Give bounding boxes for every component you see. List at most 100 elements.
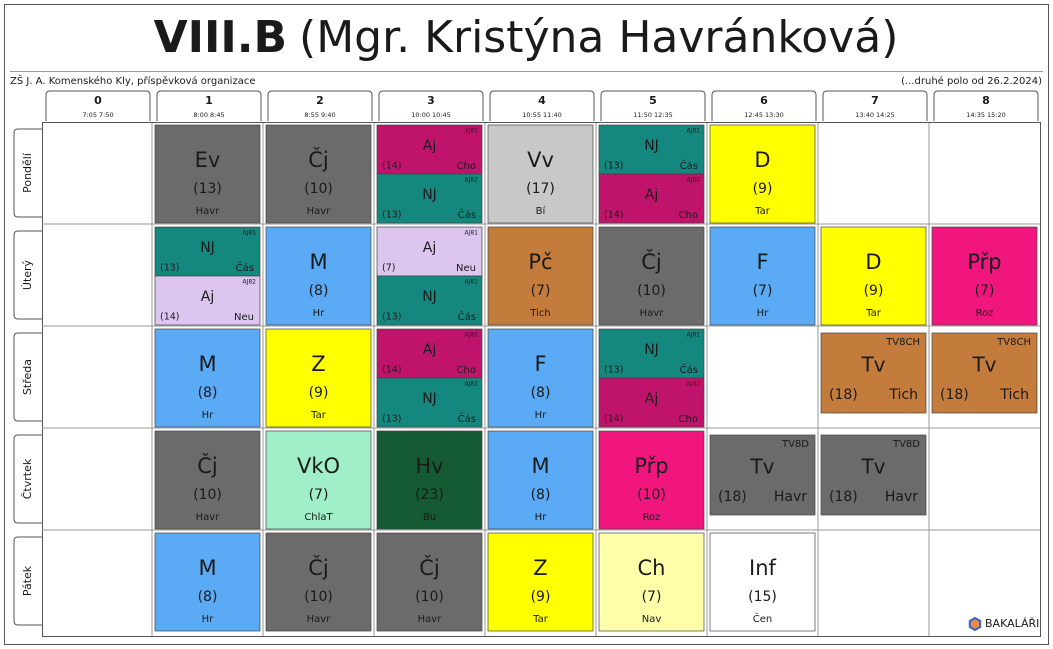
- room: (7): [382, 263, 395, 274]
- period-number: 8: [982, 94, 990, 107]
- group: AJ81: [242, 230, 256, 237]
- subject: NJ: [644, 138, 659, 154]
- subject: NJ: [422, 391, 437, 407]
- group: AJ81: [686, 332, 700, 339]
- logo-icon: [968, 616, 982, 632]
- day-tab: [13, 230, 42, 320]
- teacher: Tich: [999, 387, 1029, 403]
- lesson-half: [376, 328, 483, 379]
- teacher: Tich: [888, 387, 918, 403]
- lesson: [487, 124, 594, 224]
- subject: NJ: [422, 187, 437, 203]
- room: (14): [604, 414, 624, 425]
- lesson: [820, 332, 927, 414]
- period-header: [822, 90, 928, 121]
- group: AJ82: [686, 381, 700, 388]
- lesson: [487, 328, 594, 428]
- validity-note: (...druhé polo od 26.2.2024): [901, 75, 1042, 87]
- subject: D: [865, 250, 881, 274]
- day-tab: [13, 332, 42, 422]
- day-name: Pátek: [21, 565, 34, 596]
- subject: F: [756, 250, 768, 274]
- lesson: [487, 532, 594, 632]
- lesson-half: [376, 226, 483, 277]
- group: TV8CH: [885, 337, 920, 348]
- day-name: Středa: [21, 359, 34, 395]
- teacher: Hr: [313, 308, 326, 319]
- teacher: Havr: [307, 206, 332, 217]
- room: (7): [975, 283, 995, 299]
- room: (10): [304, 181, 333, 197]
- lesson-half: [598, 328, 705, 379]
- subject: M: [198, 352, 216, 376]
- room: (17): [526, 181, 555, 197]
- teacher: Bí: [536, 205, 547, 217]
- lesson-half: [598, 173, 705, 224]
- room: (18): [829, 387, 858, 403]
- subject: D: [754, 148, 770, 172]
- room: (14): [382, 161, 402, 172]
- room: (8): [198, 385, 218, 401]
- period-header: [156, 90, 262, 121]
- lesson: [265, 328, 372, 428]
- subject: Čj: [308, 555, 329, 580]
- lesson: [598, 430, 705, 530]
- teacher: Neu: [456, 263, 476, 274]
- room: (18): [829, 489, 858, 505]
- room: (9): [753, 181, 773, 197]
- subject: Aj: [423, 240, 436, 256]
- lesson-half: [154, 226, 261, 277]
- teacher: Čás: [236, 261, 254, 274]
- teacher: Havr: [307, 614, 332, 625]
- room: (13): [604, 365, 624, 376]
- room: (7): [642, 589, 662, 605]
- room: (8): [531, 487, 551, 503]
- room: (10): [637, 283, 666, 299]
- subject: Přp: [634, 454, 668, 478]
- room: (23): [415, 487, 444, 503]
- teacher: Hr: [535, 512, 548, 523]
- lesson: [265, 226, 372, 326]
- lesson: [598, 532, 705, 632]
- lesson: [265, 532, 372, 632]
- room: (13): [382, 414, 402, 425]
- room: (8): [309, 283, 329, 299]
- room: (18): [718, 489, 747, 505]
- teacher: Tar: [865, 308, 882, 319]
- room: (10): [637, 487, 666, 503]
- period-number: 6: [760, 94, 768, 107]
- group: TV8D: [781, 439, 809, 450]
- subject: Čj: [197, 453, 218, 478]
- subject: Čj: [419, 555, 440, 580]
- period-number: 7: [871, 94, 879, 107]
- teacher: Havr: [196, 206, 221, 217]
- lesson: [154, 328, 261, 428]
- room: (10): [193, 487, 222, 503]
- subject: Tv: [971, 353, 996, 377]
- group: AJ82: [464, 279, 478, 286]
- period-time: 12:45 13:30: [744, 111, 784, 119]
- lesson: [265, 124, 372, 224]
- teacher: Havr: [774, 489, 807, 505]
- subject: NJ: [422, 289, 437, 305]
- lesson: [709, 532, 816, 632]
- room: (9): [309, 385, 329, 401]
- teacher: Cho: [457, 365, 476, 376]
- period-time: 10:55 11:40: [522, 111, 562, 119]
- lesson: [931, 226, 1038, 326]
- day-name: Úterý: [21, 259, 34, 290]
- lesson: [154, 430, 261, 530]
- lesson: [154, 124, 261, 224]
- group: TV8D: [892, 439, 920, 450]
- subject: VkO: [297, 454, 340, 478]
- teacher: Neu: [234, 312, 254, 323]
- subject: F: [534, 352, 546, 376]
- lesson: [265, 430, 372, 530]
- period-header: [600, 90, 706, 121]
- period-header: [45, 90, 151, 121]
- class-name: VIII.B: [154, 12, 287, 63]
- subject: Tv: [749, 455, 774, 479]
- lesson: [709, 434, 816, 516]
- teacher: Tar: [754, 206, 771, 217]
